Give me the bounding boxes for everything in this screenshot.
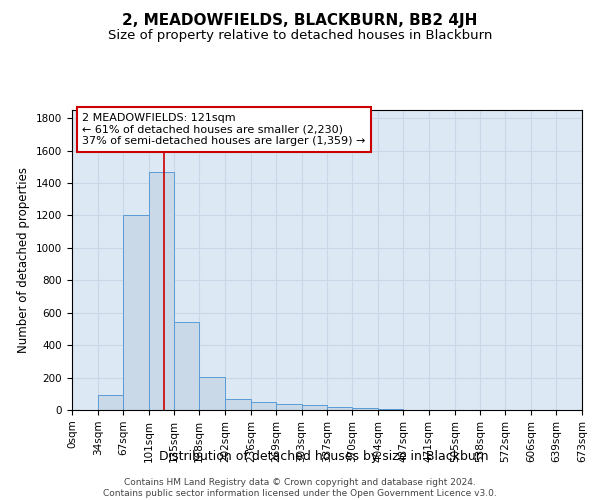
Text: Size of property relative to detached houses in Blackburn: Size of property relative to detached ho… — [108, 29, 492, 42]
Y-axis label: Number of detached properties: Number of detached properties — [17, 167, 31, 353]
Text: Contains HM Land Registry data © Crown copyright and database right 2024.
Contai: Contains HM Land Registry data © Crown c… — [103, 478, 497, 498]
Text: 2 MEADOWFIELDS: 121sqm
← 61% of detached houses are smaller (2,230)
37% of semi-: 2 MEADOWFIELDS: 121sqm ← 61% of detached… — [82, 113, 365, 146]
Bar — [378, 409, 403, 410]
Bar — [98, 396, 123, 410]
Bar — [199, 377, 225, 410]
Bar — [123, 216, 149, 410]
Text: 2, MEADOWFIELDS, BLACKBURN, BB2 4JH: 2, MEADOWFIELDS, BLACKBURN, BB2 4JH — [122, 12, 478, 28]
Bar — [225, 398, 251, 410]
Bar — [175, 322, 199, 410]
Bar — [251, 402, 276, 410]
Bar — [302, 405, 328, 410]
Text: Distribution of detached houses by size in Blackburn: Distribution of detached houses by size … — [159, 450, 489, 463]
Bar — [149, 172, 175, 410]
Bar — [328, 407, 352, 410]
Bar — [276, 404, 302, 410]
Bar — [352, 408, 378, 410]
